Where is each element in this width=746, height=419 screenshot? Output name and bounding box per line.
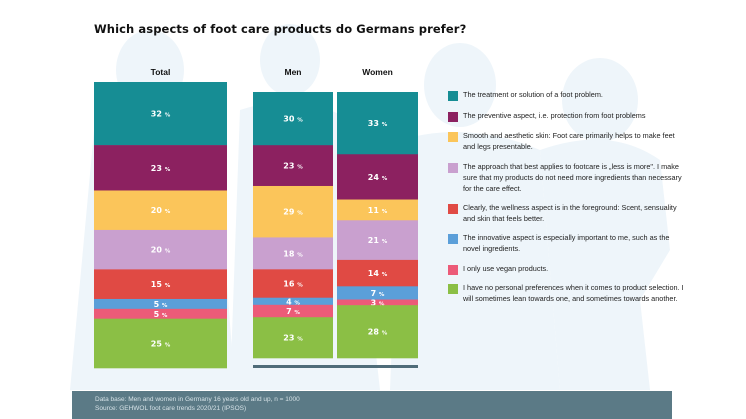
legend-label: I only use vegan products. (463, 263, 549, 273)
legend-label: The preventive aspect, i.e. protection f… (463, 110, 646, 120)
bar-segment-men-6 (253, 304, 333, 318)
chart-title: Which aspects of foot care products do G… (94, 22, 467, 36)
silhouette-head (424, 43, 496, 127)
men-women-divider-bar (253, 365, 418, 368)
data-label-women-0: 33 % (368, 119, 388, 128)
legend-item: I have no personal preferences when it c… (448, 283, 688, 304)
bar-segment-women-7 (337, 305, 418, 359)
data-label-women-4: 14 % (368, 269, 388, 278)
data-label-men-3: 18 % (283, 249, 303, 258)
data-label-total-1: 23 % (151, 164, 171, 173)
legend: The treatment or solution of a foot prob… (448, 90, 688, 304)
bar-segment-total-2 (94, 190, 227, 231)
legend-item: I only use vegan products. (448, 264, 688, 275)
bar-segment-total-3 (94, 229, 227, 270)
data-label-men-6: 7 % (286, 307, 300, 316)
bar-segment-men-3 (253, 237, 333, 270)
legend-item: The innovative aspect is especially impo… (448, 233, 688, 254)
data-label-men-5: 4 % (286, 297, 300, 306)
data-label-total-6: 5 % (154, 310, 168, 319)
bar-segment-total-1 (94, 145, 227, 191)
bar-segment-women-4 (337, 259, 418, 287)
legend-swatch (448, 91, 458, 101)
bar-segment-men-5 (253, 297, 333, 306)
legend-item: The approach that best applies to footca… (448, 162, 688, 194)
legend-label: The treatment or solution of a foot prob… (463, 90, 603, 99)
data-label-men-1: 23 % (283, 162, 303, 171)
data-label-women-7: 28 % (368, 328, 388, 337)
footer-source-note: Source: GEHWOL foot care trends 2020/21 … (95, 405, 247, 412)
data-label-total-0: 32 % (151, 110, 171, 119)
footer-box: Data base: Men and women in Germany 16 y… (72, 391, 672, 419)
bar-segment-total-0 (94, 82, 227, 146)
legend-item: The preventive aspect, i.e. protection f… (448, 111, 688, 122)
legend-swatch (448, 234, 458, 245)
data-label-women-5: 7 % (371, 289, 385, 298)
bar-segment-men-2 (253, 185, 333, 238)
bar-segment-women-1 (337, 154, 418, 200)
silhouette-head (562, 58, 638, 142)
bar-segment-men-7 (253, 317, 333, 359)
bar-segment-total-6 (94, 308, 227, 319)
data-label-men-0: 30 % (283, 115, 303, 124)
data-label-total-4: 15 % (151, 280, 171, 289)
data-label-total-2: 20 % (151, 206, 171, 215)
legend-swatch (448, 163, 458, 174)
legend-swatch (448, 132, 458, 143)
legend-swatch (448, 111, 458, 122)
bar-segment-women-0 (337, 92, 418, 155)
data-label-women-3: 21 % (368, 236, 388, 245)
bar-segment-total-4 (94, 269, 227, 300)
footer-database-note: Data base: Men and women in Germany 16 y… (95, 396, 300, 403)
silhouette-body (390, 132, 560, 390)
legend-label: The approach that best applies to footca… (463, 162, 682, 193)
data-label-total-5: 5 % (154, 300, 168, 309)
data-label-women-6: 3 % (371, 298, 385, 307)
data-label-women-2: 11 % (368, 206, 388, 215)
legend-item: The treatment or solution of a foot prob… (448, 90, 688, 101)
legend-item: Smooth and aesthetic skin: Foot care pri… (448, 131, 688, 152)
legend-label: The innovative aspect is especially impo… (463, 233, 670, 253)
bar-segment-men-4 (253, 269, 333, 299)
bar-segment-men-1 (253, 145, 333, 187)
silhouette-head (260, 24, 320, 96)
category-label-total: Total (150, 67, 171, 77)
data-label-men-4: 16 % (283, 280, 303, 289)
legend-label: Smooth and aesthetic skin: Foot care pri… (463, 131, 675, 151)
bar-segment-women-5 (337, 286, 418, 300)
data-label-total-7: 25 % (151, 339, 171, 348)
bar-segment-total-7 (94, 318, 227, 369)
legend-label: I have no personal preferences when it c… (463, 283, 684, 303)
data-label-total-3: 20 % (151, 246, 171, 255)
legend-swatch (448, 204, 458, 215)
bar-segment-men-0 (253, 92, 333, 146)
bar-segment-women-3 (337, 220, 418, 261)
legend-item: Clearly, the wellness aspect is in the f… (448, 203, 688, 224)
bar-segment-women-6 (337, 299, 418, 306)
legend-label: Clearly, the wellness aspect is in the f… (463, 203, 677, 223)
category-label-women: Women (362, 67, 393, 77)
data-label-men-2: 29 % (283, 208, 303, 217)
bar-segment-women-2 (337, 199, 418, 221)
data-label-women-1: 24 % (368, 173, 388, 182)
legend-swatch (448, 264, 458, 275)
bar-segment-total-5 (94, 298, 227, 310)
data-label-men-7: 23 % (283, 334, 303, 343)
silhouette-body (540, 139, 670, 390)
category-label-men: Men (284, 67, 302, 77)
legend-swatch (448, 284, 458, 295)
